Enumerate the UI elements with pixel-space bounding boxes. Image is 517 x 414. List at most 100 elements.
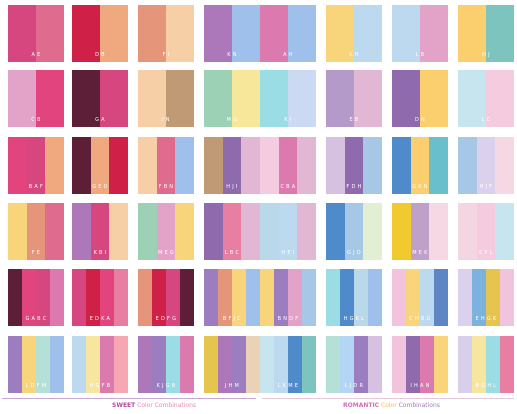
color-strip xyxy=(458,137,477,194)
swatch-code-label: E D K A xyxy=(89,316,111,322)
sweet-keyword: SWEET xyxy=(112,402,136,409)
swatch-code-label: H G K L xyxy=(343,316,365,322)
color-strip xyxy=(288,336,302,393)
color-strip xyxy=(232,5,260,62)
swatch-code-label: D N xyxy=(414,117,426,123)
color-combination-swatch: E D F G xyxy=(138,269,194,326)
swatch-code-label: K N xyxy=(227,52,237,58)
color-strip xyxy=(326,70,354,127)
color-strip xyxy=(297,137,316,194)
color-combination-swatch: G K N xyxy=(392,137,448,194)
color-combination-swatch: K B I xyxy=(72,203,128,260)
color-strip xyxy=(175,137,194,194)
color-strip xyxy=(72,203,91,260)
swatch-code-label: I H A N xyxy=(410,383,430,389)
swatch-code-label: E D F G xyxy=(155,316,177,322)
color-strip xyxy=(22,269,36,326)
color-strip xyxy=(302,336,316,393)
color-combination-swatch: G J D xyxy=(326,203,382,260)
swatch-code-label: G A B C xyxy=(25,316,47,322)
color-strip xyxy=(8,336,22,393)
color-strip xyxy=(86,269,100,326)
color-combination-swatch: G A B C xyxy=(8,269,64,326)
swatch-code-label: G K N xyxy=(412,184,428,190)
swatch-code-label: F E xyxy=(31,250,41,256)
color-strip xyxy=(26,137,46,194)
color-strip xyxy=(175,203,194,260)
color-strip xyxy=(156,203,176,260)
color-strip xyxy=(166,5,194,62)
color-combination-swatch: L D F M xyxy=(8,336,64,393)
color-strip xyxy=(354,269,368,326)
color-strip xyxy=(72,70,100,127)
color-strip xyxy=(246,336,260,393)
swatch-code-label: K B I xyxy=(93,250,107,256)
swatch-code-label: H E I xyxy=(281,250,295,256)
swatch-code-label: A E xyxy=(31,52,41,58)
color-strip xyxy=(218,336,232,393)
color-strip xyxy=(340,269,354,326)
color-combination-swatch: F I xyxy=(138,5,194,62)
sweet-title: SWEET Color Combinations xyxy=(112,402,196,409)
color-strip xyxy=(500,336,514,393)
color-combination-swatch: C F L xyxy=(458,203,514,260)
color-combination-swatch: E B xyxy=(326,70,382,127)
swatch-code-label: I N xyxy=(162,117,170,123)
swatch-code-label: H J F xyxy=(479,184,493,190)
color-strip xyxy=(326,269,340,326)
color-combination-swatch: L J D R xyxy=(326,336,382,393)
color-strip xyxy=(392,203,411,260)
sweet-divider xyxy=(2,398,256,399)
color-combination-swatch: F D H xyxy=(326,137,382,194)
swatch-code-label: F I xyxy=(162,52,170,58)
color-strip xyxy=(45,137,64,194)
color-strip xyxy=(166,336,180,393)
swatch-code-label: M E K xyxy=(412,250,428,256)
swatch-code-label: C H B G xyxy=(409,316,431,322)
swatch-code-label: L B xyxy=(415,52,425,58)
color-strip xyxy=(90,203,110,260)
color-strip xyxy=(458,269,472,326)
color-strip xyxy=(368,269,382,326)
color-combination-swatch: E D K A xyxy=(72,269,128,326)
swatch-code-label: F B N xyxy=(158,184,174,190)
color-strip xyxy=(90,137,110,194)
color-combination-swatch: L B xyxy=(392,5,448,62)
swatch-code-label: C F L xyxy=(479,250,493,256)
color-strip xyxy=(429,203,448,260)
color-combination-swatch: L B C xyxy=(204,203,260,260)
color-strip xyxy=(302,269,316,326)
color-combination-swatch: L C xyxy=(458,70,514,127)
color-strip xyxy=(72,5,100,62)
color-strip xyxy=(232,70,260,127)
color-strip xyxy=(429,137,448,194)
color-strip xyxy=(392,336,406,393)
color-combination-swatch: C B xyxy=(8,70,64,127)
color-strip xyxy=(420,336,434,393)
color-combination-swatch: K H xyxy=(326,5,382,62)
color-strip xyxy=(363,203,382,260)
color-strip xyxy=(8,269,22,326)
color-combination-swatch: H E I xyxy=(260,203,316,260)
color-strip xyxy=(274,269,288,326)
swatch-code-label: E H G K xyxy=(475,316,497,322)
color-combination-swatch: H J I xyxy=(204,137,260,194)
swatch-code-label: K I xyxy=(284,117,292,123)
color-strip xyxy=(406,269,420,326)
color-strip xyxy=(392,137,411,194)
color-combination-swatch: C H B G xyxy=(392,269,448,326)
color-strip xyxy=(8,5,36,62)
color-strip xyxy=(406,336,420,393)
romantic-keyword: ROMANTIC xyxy=(343,402,380,409)
color-strip xyxy=(486,269,500,326)
color-combination-swatch: K J G B xyxy=(138,336,194,393)
color-strip xyxy=(326,336,340,393)
color-combination-swatch: F E xyxy=(8,203,64,260)
color-strip xyxy=(109,203,128,260)
color-strip xyxy=(22,336,36,393)
swatch-code-label: C B xyxy=(31,117,41,123)
color-strip xyxy=(152,269,166,326)
color-strip xyxy=(476,137,496,194)
color-combination-swatch: C B A xyxy=(260,137,316,194)
color-combination-swatch: M G xyxy=(204,70,260,127)
